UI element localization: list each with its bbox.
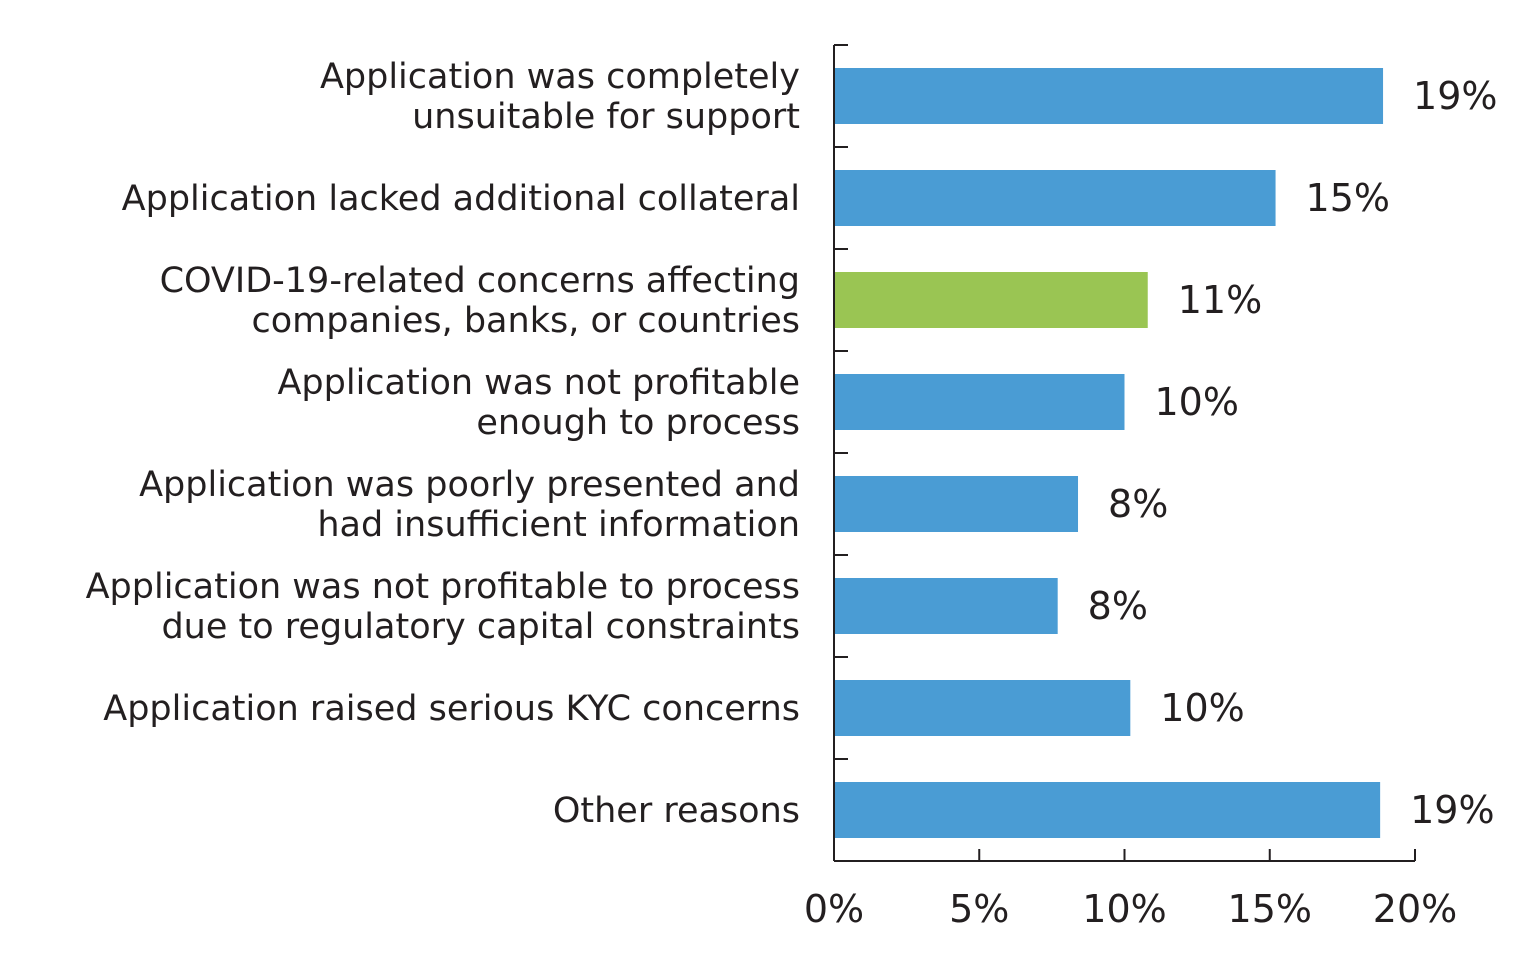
category-label: Application was completely unsuitable for… (320, 57, 800, 137)
x-tick-label: 5% (949, 887, 1009, 931)
category-label-line: companies, banks, or countries (252, 301, 801, 341)
value-label: 10% (1160, 686, 1244, 730)
value-label: 8% (1088, 584, 1148, 628)
category-label-line: Application was not profitable to proces… (86, 567, 800, 607)
chart-labels: 19% Application was completely unsuitable … (86, 57, 1498, 832)
category-label: Application was not profitable enough to … (277, 363, 800, 443)
x-tick-label: 15% (1228, 887, 1312, 931)
category-label: Application was not profitable to proces… (86, 567, 800, 647)
x-tick-label: 10% (1082, 887, 1166, 931)
bar (835, 782, 1381, 838)
category-label-line: enough to process (476, 403, 800, 443)
category-label-line: Application was completely (320, 57, 800, 97)
category-label: Application raised serious KYC concerns (103, 689, 800, 729)
value-label: 10% (1155, 380, 1239, 424)
value-label: 11% (1178, 278, 1262, 322)
category-label-line: Application was poorly presented and (139, 465, 800, 505)
category-label: COVID-19-related concerns affecting compa… (160, 261, 800, 341)
category-label-line: Application raised serious KYC concerns (103, 689, 800, 729)
category-label: Application lacked additional collateral (122, 179, 800, 219)
x-tick-label: 0% (804, 887, 864, 931)
bar (835, 476, 1079, 532)
chart-axes: 0% 5% 10% 15% 20% (804, 44, 1457, 931)
value-label: 15% (1306, 176, 1390, 220)
category-label-line: due to regulatory capital constraints (161, 607, 800, 647)
bar (835, 578, 1058, 634)
x-tick-label: 20% (1373, 887, 1457, 931)
category-label-line: Other reasons (553, 791, 800, 831)
category-label: Other reasons (553, 791, 800, 831)
value-label: 19% (1410, 788, 1494, 832)
category-label: Application was poorly presented and had … (139, 465, 800, 545)
chart-bars (835, 68, 1384, 838)
value-label: 8% (1108, 482, 1168, 526)
category-label-line: had insufficient information (317, 505, 800, 545)
bar (835, 374, 1125, 430)
category-label-line: Application lacked additional collateral (122, 179, 800, 219)
bar (835, 68, 1384, 124)
bar (835, 170, 1276, 226)
bar (835, 272, 1148, 328)
bar (835, 680, 1131, 736)
category-label-line: COVID-19-related concerns affecting (160, 261, 800, 301)
value-label: 19% (1413, 74, 1497, 118)
category-label-line: Application was not profitable (277, 363, 800, 403)
category-label-line: unsuitable for support (412, 97, 800, 137)
